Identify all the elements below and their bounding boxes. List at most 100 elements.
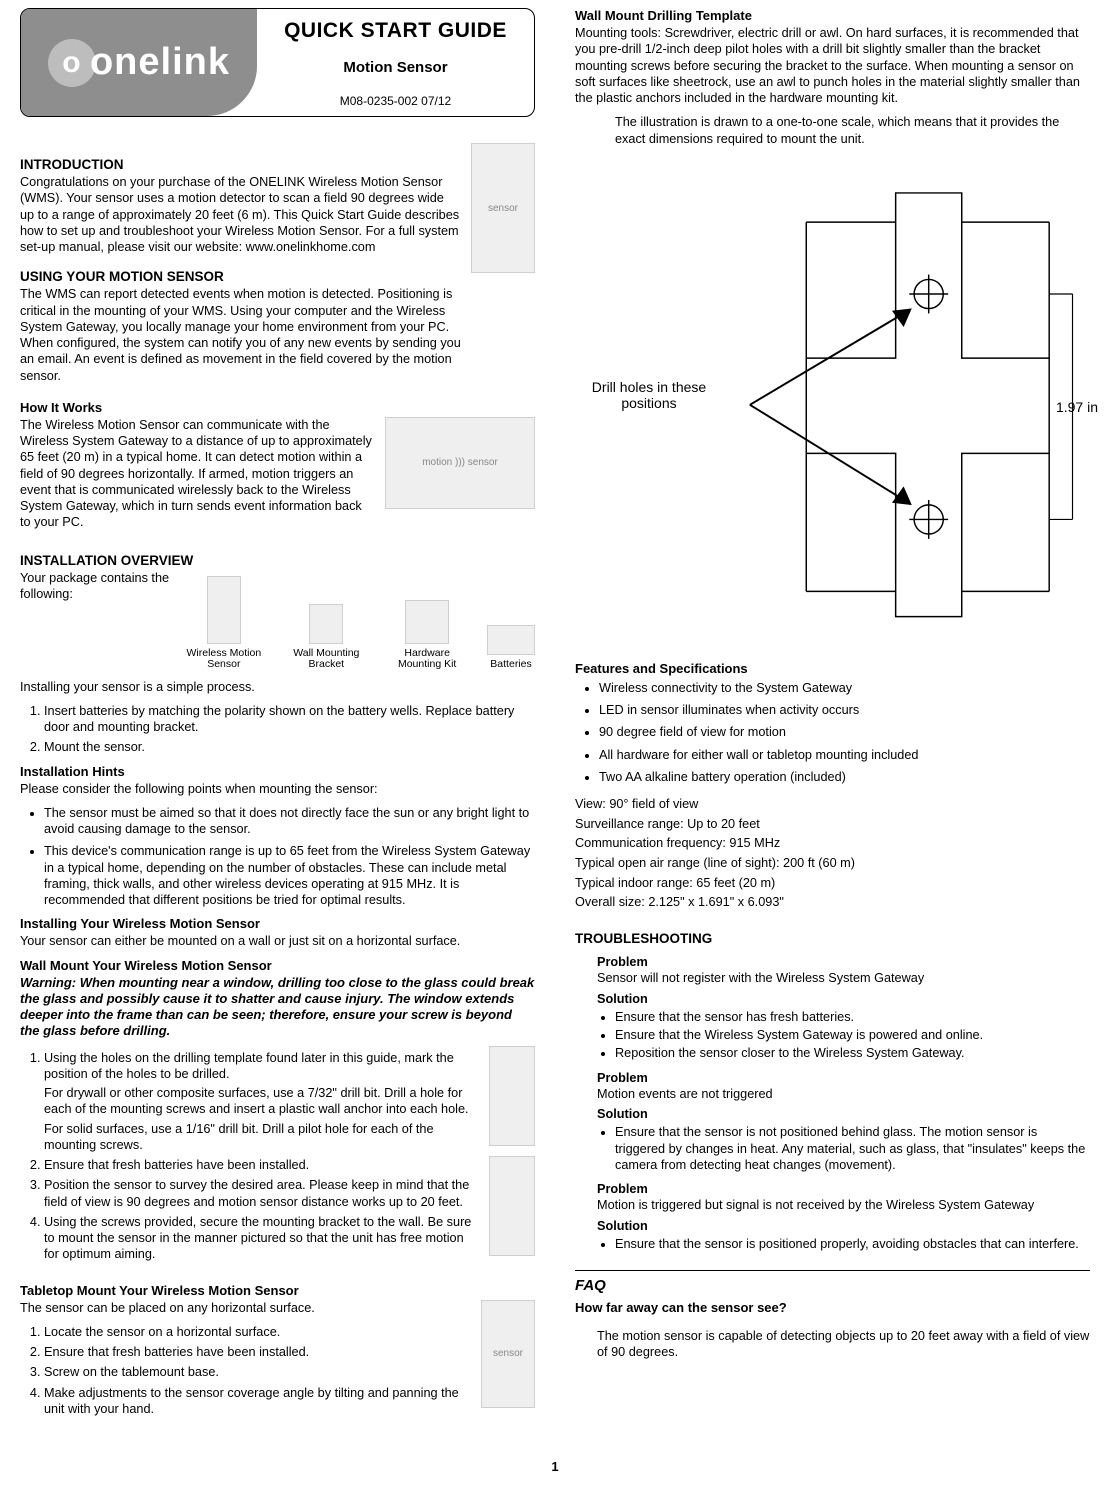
- pkg-batteries-icon: [487, 625, 535, 655]
- template-heading: Wall Mount Drilling Template: [575, 8, 1090, 23]
- solution-list: Ensure that the sensor is not positioned…: [615, 1124, 1090, 1173]
- problem-text: Sensor will not register with the Wirele…: [597, 970, 1090, 986]
- hint-item: This device's communication range is up …: [44, 843, 535, 908]
- features-heading: Features and Specifications: [575, 661, 1090, 676]
- problem-label: Problem: [597, 954, 1090, 970]
- tabletop-intro: The sensor can be placed on any horizont…: [20, 1300, 471, 1316]
- tabletop-heading: Tabletop Mount Your Wireless Motion Sens…: [20, 1283, 535, 1298]
- pkg-label: Wireless Motion Sensor: [187, 647, 262, 671]
- faq-heading: FAQ: [575, 1270, 1090, 1294]
- spec-line: Surveillance range: Up to 20 feet: [575, 815, 1090, 835]
- pkg-label: Batteries: [490, 658, 531, 670]
- pkg-label: Hardware Mounting Kit: [398, 647, 456, 671]
- feature-item: LED in sensor illuminates when activity …: [599, 702, 1090, 718]
- tabletop-step: Make adjustments to the sensor coverage …: [44, 1385, 471, 1418]
- solution-label: Solution: [597, 1218, 1090, 1234]
- template-text: Mounting tools: Screwdriver, electric dr…: [575, 25, 1090, 106]
- pkg-hardware-icon: [405, 600, 449, 644]
- features-list: Wireless connectivity to the System Gate…: [575, 680, 1090, 785]
- sensor-image: sensor: [471, 143, 535, 273]
- logo-circle-icon: o: [48, 39, 96, 87]
- feature-item: All hardware for either wall or tabletop…: [599, 747, 1090, 763]
- pkg-item: Wireless Motion Sensor: [180, 576, 267, 671]
- pkg-item: Wall Mounting Bracket: [285, 604, 367, 671]
- spec-line: Overall size: 2.125" x 1.691" x 6.093": [575, 893, 1090, 913]
- hint-item: The sensor must be aimed so that it does…: [44, 805, 535, 838]
- install-intro: Your package contains the following:: [20, 570, 170, 603]
- intro-text: Congratulations on your purchase of the …: [20, 174, 461, 255]
- hints-intro: Please consider the following points whe…: [20, 781, 535, 797]
- left-column: o onelink QUICK START GUIDE Motion Senso…: [20, 8, 535, 1425]
- tabletop-sensor-image: sensor: [481, 1300, 535, 1408]
- tabletop-steps: Locate the sensor on a horizontal surfac…: [20, 1324, 471, 1417]
- solution-item: Reposition the sensor closer to the Wire…: [615, 1045, 1090, 1061]
- pkg-sensor-icon: [207, 576, 241, 644]
- problem-label: Problem: [597, 1181, 1090, 1197]
- wallmount-heading: Wall Mount Your Wireless Motion Sensor: [20, 958, 535, 973]
- solution-label: Solution: [597, 1106, 1090, 1122]
- feature-item: Two AA alkaline battery operation (inclu…: [599, 769, 1090, 785]
- spec-list: View: 90° field of view Surveillance ran…: [575, 795, 1090, 913]
- using-heading: USING YOUR MOTION SENSOR: [20, 269, 461, 284]
- install-step: Mount the sensor.: [44, 739, 535, 755]
- pkg-item: Batteries: [487, 625, 535, 671]
- problem-text: Motion is triggered but signal is not re…: [597, 1197, 1090, 1213]
- header-right: QUICK START GUIDE Motion Sensor M08-0235…: [257, 9, 534, 116]
- wall-step-sub: For drywall or other composite surfaces,…: [44, 1085, 479, 1118]
- tabletop-step: Screw on the tablemount base.: [44, 1364, 471, 1380]
- pkg-label: Wall Mounting Bracket: [293, 647, 359, 671]
- install-step: Insert batteries by matching the polarit…: [44, 703, 535, 736]
- product-name: Motion Sensor: [267, 59, 524, 76]
- solution-list: Ensure that the sensor is positioned pro…: [615, 1236, 1090, 1252]
- ts-block: Problem Sensor will not register with th…: [597, 954, 1090, 1252]
- wall-steps-section: Using the holes on the drilling template…: [20, 1046, 535, 1275]
- spec-line: Typical indoor range: 65 feet (20 m): [575, 874, 1090, 894]
- spec-line: Communication frequency: 915 MHz: [575, 834, 1090, 854]
- problem-text: Motion events are not triggered: [597, 1086, 1090, 1102]
- spec-line: Typical open air range (line of sight): …: [575, 854, 1090, 874]
- solution-item: Ensure that the sensor has fresh batteri…: [615, 1009, 1090, 1025]
- tabletop-step: Ensure that fresh batteries have been in…: [44, 1344, 471, 1360]
- guide-title: QUICK START GUIDE: [267, 19, 524, 43]
- install-heading: INSTALLATION OVERVIEW: [20, 553, 535, 568]
- wall-step-sub: For solid surfaces, use a 1/16" drill bi…: [44, 1121, 479, 1154]
- right-column: Wall Mount Drilling Template Mounting to…: [575, 8, 1090, 1425]
- tabletop-step: Locate the sensor on a horizontal surfac…: [44, 1324, 471, 1340]
- faq-question: How far away can the sensor see?: [575, 1300, 1090, 1315]
- drilling-template: Drill holes in these positions 1.97 in: [575, 157, 1090, 637]
- drill-label: Drill holes in these positions: [579, 379, 719, 411]
- installing-wms-heading: Installing Your Wireless Motion Sensor: [20, 916, 535, 931]
- install-steps: Insert batteries by matching the polarit…: [20, 703, 535, 756]
- model-number: M08-0235-002 07/12: [267, 94, 524, 108]
- feature-item: 90 degree field of view for motion: [599, 724, 1090, 740]
- mount-images: [489, 1046, 535, 1256]
- intro-heading: INTRODUCTION: [20, 157, 461, 172]
- dimension-label: 1.97 in: [1056, 399, 1098, 415]
- installing-wms-text: Your sensor can either be mounted on a w…: [20, 933, 535, 949]
- faq-answer: The motion sensor is capable of detectin…: [597, 1328, 1090, 1361]
- hints-heading: Installation Hints: [20, 764, 535, 779]
- using-text: The WMS can report detected events when …: [20, 286, 461, 384]
- solution-item: Ensure that the Wireless System Gateway …: [615, 1027, 1090, 1043]
- wall-step: Using the screws provided, secure the mo…: [44, 1214, 479, 1263]
- solution-list: Ensure that the sensor has fresh batteri…: [615, 1009, 1090, 1062]
- header-box: o onelink QUICK START GUIDE Motion Senso…: [20, 8, 535, 117]
- hints-list: The sensor must be aimed so that it does…: [20, 805, 535, 909]
- intro-section: INTRODUCTION Congratulations on your pur…: [20, 143, 535, 392]
- solution-label: Solution: [597, 991, 1090, 1007]
- wall-step: Using the holes on the drilling template…: [44, 1050, 479, 1154]
- how-heading: How It Works: [20, 400, 535, 415]
- wall-step: Ensure that fresh batteries have been in…: [44, 1157, 479, 1173]
- pkg-bracket-icon: [309, 604, 343, 644]
- problem-label: Problem: [597, 1070, 1090, 1086]
- spec-line: View: 90° field of view: [575, 795, 1090, 815]
- how-section: The Wireless Motion Sensor can communica…: [20, 417, 535, 539]
- bracket-screw-icon: [489, 1156, 535, 1256]
- installing-intro: Installing your sensor is a simple proce…: [20, 679, 535, 695]
- feature-item: Wireless connectivity to the System Gate…: [599, 680, 1090, 696]
- brand-logo: o onelink: [48, 39, 230, 87]
- wall-step: Position the sensor to survey the desire…: [44, 1177, 479, 1210]
- page: o onelink QUICK START GUIDE Motion Senso…: [0, 0, 1110, 1445]
- package-section: Your package contains the following: Wir…: [20, 570, 535, 671]
- how-text: The Wireless Motion Sensor can communica…: [20, 417, 375, 531]
